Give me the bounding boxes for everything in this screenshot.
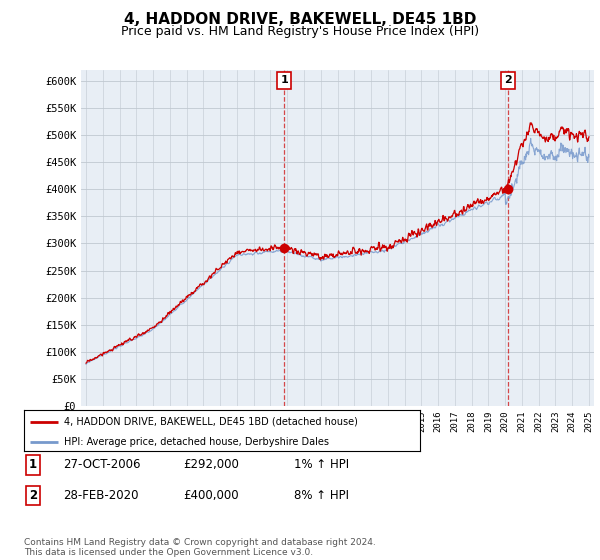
Text: 27-OCT-2006: 27-OCT-2006 <box>63 458 140 472</box>
Text: 28-FEB-2020: 28-FEB-2020 <box>63 489 139 502</box>
Text: 8% ↑ HPI: 8% ↑ HPI <box>294 489 349 502</box>
Text: 2: 2 <box>29 489 37 502</box>
Text: Contains HM Land Registry data © Crown copyright and database right 2024.
This d: Contains HM Land Registry data © Crown c… <box>24 538 376 557</box>
Text: 1% ↑ HPI: 1% ↑ HPI <box>294 458 349 472</box>
Text: £400,000: £400,000 <box>183 489 239 502</box>
Text: 2: 2 <box>504 76 512 86</box>
Text: 4, HADDON DRIVE, BAKEWELL, DE45 1BD (detached house): 4, HADDON DRIVE, BAKEWELL, DE45 1BD (det… <box>64 417 358 427</box>
Text: 1: 1 <box>280 76 288 86</box>
Text: 1: 1 <box>29 458 37 472</box>
Text: £292,000: £292,000 <box>183 458 239 472</box>
Text: 4, HADDON DRIVE, BAKEWELL, DE45 1BD: 4, HADDON DRIVE, BAKEWELL, DE45 1BD <box>124 12 476 27</box>
Text: Price paid vs. HM Land Registry's House Price Index (HPI): Price paid vs. HM Land Registry's House … <box>121 25 479 38</box>
Text: HPI: Average price, detached house, Derbyshire Dales: HPI: Average price, detached house, Derb… <box>64 437 329 447</box>
